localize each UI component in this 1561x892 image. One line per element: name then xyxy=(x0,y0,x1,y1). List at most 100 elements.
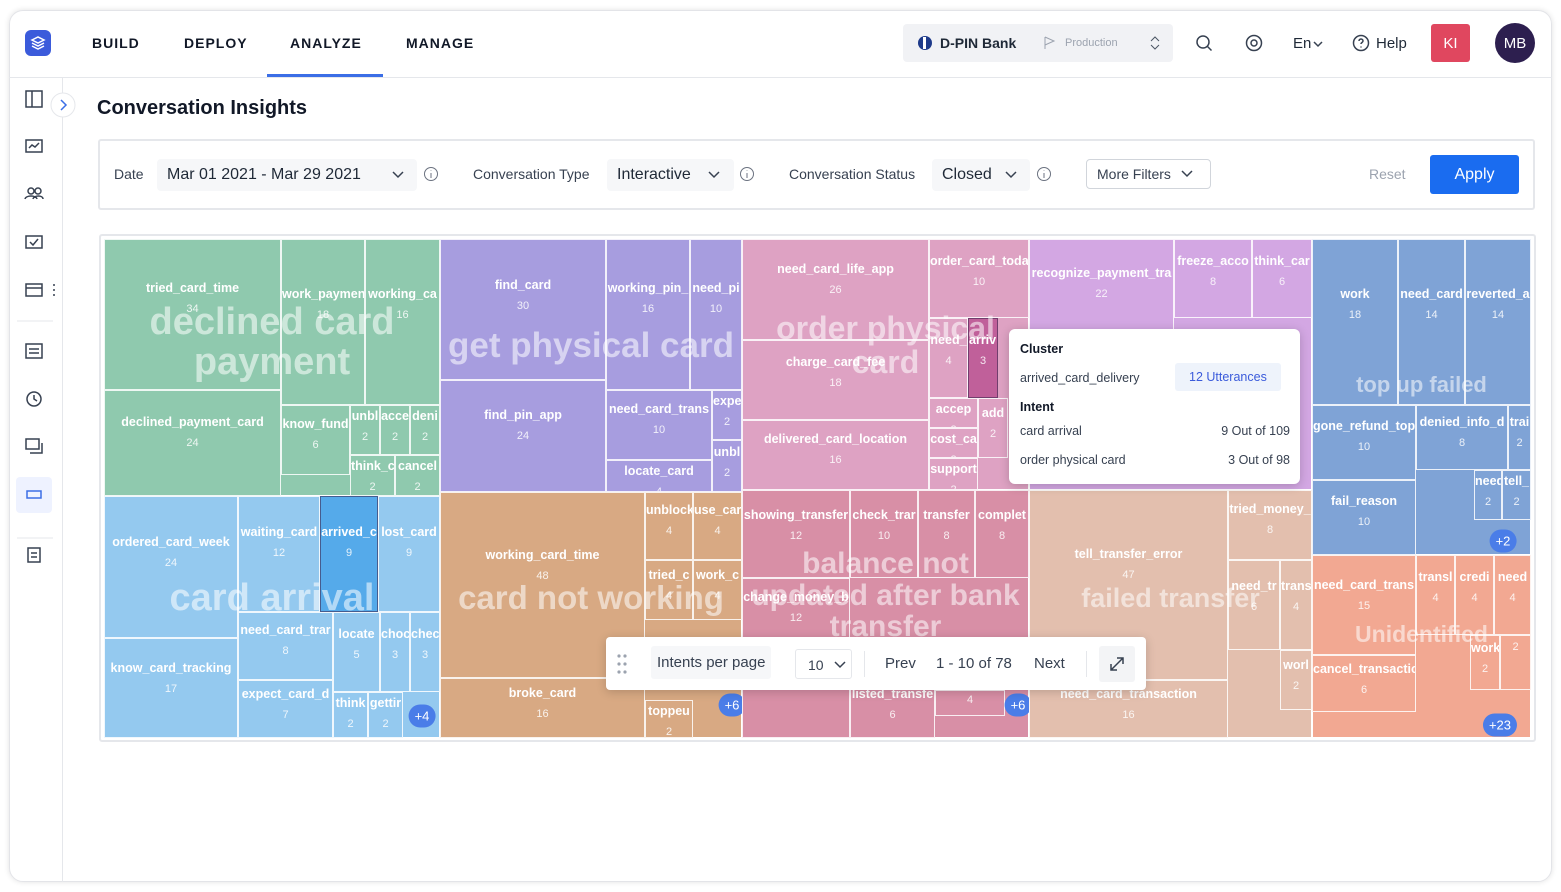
search-icon[interactable] xyxy=(1195,34,1213,52)
apply-button[interactable]: Apply xyxy=(1430,155,1519,194)
help-icon[interactable] xyxy=(1352,34,1370,52)
intent-cell[interactable]: gettir 2 xyxy=(368,692,403,738)
intent-cell[interactable]: transl 4 xyxy=(1416,555,1455,635)
intent-cell[interactable]: freeze_acco 8 xyxy=(1174,239,1252,318)
prev-button[interactable]: Prev xyxy=(885,655,916,672)
intent-cell[interactable]: work 2 xyxy=(1470,635,1500,690)
reset-button[interactable]: Reset xyxy=(1369,166,1406,182)
intent-cell[interactable]: gone_refund_top 10 xyxy=(1312,405,1416,480)
intent-cell[interactable]: know_card_tracking 17 xyxy=(104,638,238,738)
intent-cell[interactable]: work 18 xyxy=(1312,239,1398,405)
intent-cell[interactable]: charge_card_fee 18 xyxy=(742,340,929,420)
intent-cell[interactable]: showing_transfer 12 xyxy=(742,490,850,578)
intent-cell[interactable]: complet 8 xyxy=(975,490,1029,578)
utterances[interactable]: 12 Utterances xyxy=(1175,363,1281,391)
logo[interactable] xyxy=(25,30,51,56)
intent-cell[interactable]: 2 xyxy=(1500,635,1531,690)
intent-cell[interactable]: use_car 4 xyxy=(693,492,742,560)
intent-cell[interactable]: need_card_trans 10 xyxy=(606,390,712,460)
intent-cell[interactable]: denied_info_d 8 xyxy=(1416,405,1508,470)
intent-cell[interactable]: need_card_trans 15 xyxy=(1312,555,1416,655)
intent-cell[interactable]: tell_ 2 xyxy=(1502,470,1531,520)
nav-item[interactable]: ANALYZE xyxy=(290,35,362,51)
intent-cell[interactable]: expect_card_d 7 xyxy=(238,680,333,738)
intent-cell[interactable]: broke_card 16 xyxy=(440,678,645,738)
language[interactable]: En xyxy=(1293,35,1312,52)
intent-cell[interactable]: arrivi 3 xyxy=(968,318,998,398)
intent-cell[interactable]: waiting_card 12 xyxy=(238,496,320,612)
avatar[interactable]: MB xyxy=(1495,23,1535,63)
intent-cell[interactable]: work_paymen 18 xyxy=(281,239,365,405)
intent-cell[interactable]: fail_reason 10 xyxy=(1312,480,1416,555)
intent-cell[interactable]: add 2 xyxy=(978,398,1008,458)
date-select[interactable]: Mar 01 2021 - Mar 29 2021 xyxy=(157,159,417,191)
nav-item[interactable]: DEPLOY xyxy=(184,35,248,51)
intent-cell[interactable]: locate_card 4 xyxy=(606,460,712,492)
intent-cell[interactable]: expe 2 xyxy=(712,390,742,440)
intent-cell[interactable]: chec 3 xyxy=(410,612,440,692)
intent-cell[interactable]: need 2 xyxy=(1474,470,1502,520)
intent-cell[interactable]: think_car 6 xyxy=(1252,239,1312,318)
more-badge[interactable]: +4 xyxy=(408,704,436,728)
intent-cell[interactable]: deni 2 xyxy=(410,405,440,455)
intent-cell[interactable]: find_card 30 xyxy=(440,239,606,380)
intent-cell[interactable]: choc 3 xyxy=(380,612,410,692)
nav-item[interactable]: MANAGE xyxy=(406,35,475,51)
intent-cell[interactable]: need_card_trar 8 xyxy=(238,612,333,680)
intent-cell[interactable]: unblock 4 xyxy=(645,492,693,560)
intent-cell[interactable]: credi 4 xyxy=(1455,555,1494,635)
intent-cell[interactable]: need_ 4 xyxy=(929,318,968,398)
intent-cell[interactable]: work_c 4 xyxy=(693,560,742,620)
intent-cell[interactable]: check_trar 10 xyxy=(850,490,918,578)
settings-icon[interactable] xyxy=(1245,34,1263,52)
more-badge[interactable]: +6 xyxy=(1004,693,1032,717)
help[interactable]: Help xyxy=(1376,35,1407,52)
drag-handle[interactable] xyxy=(616,653,628,675)
intent-cell[interactable]: worl 2 xyxy=(1280,650,1312,710)
intent-cell[interactable]: tried_c 4 xyxy=(645,560,693,620)
intent-cell[interactable]: 4 xyxy=(935,690,1005,716)
more-badge[interactable]: +6 xyxy=(718,693,746,717)
intent-cell[interactable]: cost_ca 2 xyxy=(929,428,978,458)
intent-cell[interactable]: think 2 xyxy=(333,692,368,738)
intent-cell[interactable]: find_pin_app 24 xyxy=(440,380,606,492)
intent-cell[interactable]: working_ca 16 xyxy=(365,239,440,405)
intent-cell[interactable]: need_card 14 xyxy=(1398,239,1465,405)
intent-cell[interactable]: trans 4 xyxy=(1280,560,1312,650)
intent-cell[interactable]: order_card_toda 10 xyxy=(929,239,1029,318)
intent-cell[interactable]: acce 2 xyxy=(380,405,410,455)
intent-cell[interactable]: know_fund 6 xyxy=(281,405,350,475)
intent-cell[interactable]: ordered_card_week 24 xyxy=(104,496,238,638)
intent-cell[interactable]: unbl 2 xyxy=(350,405,380,455)
intent-cell[interactable]: tried_card_time 34 xyxy=(104,239,281,390)
intent-cell[interactable]: reverted_a 14 xyxy=(1465,239,1531,405)
intent-cell[interactable]: tried_money_ 8 xyxy=(1228,490,1312,560)
intent-cell[interactable]: declined_payment_card 24 xyxy=(104,390,281,496)
intent-cell[interactable]: working_pin_ 16 xyxy=(606,239,690,390)
avatar[interactable]: KI xyxy=(1431,24,1470,62)
expand-button[interactable] xyxy=(1099,646,1135,682)
intent-cell[interactable]: arrived_c 9 xyxy=(320,496,378,612)
intent-cell[interactable]: cancel_transactio 6 xyxy=(1312,655,1416,712)
more-filters[interactable]: More Filters xyxy=(1086,159,1211,189)
workspace-switcher[interactable]: D-PIN Bank Production xyxy=(903,24,1173,62)
intent-cell[interactable]: cancel 2 xyxy=(395,455,440,496)
intent-cell[interactable]: lost_card 9 xyxy=(378,496,440,612)
nav-item[interactable]: BUILD xyxy=(92,35,140,51)
per-page-select[interactable]: 10 xyxy=(795,649,852,679)
intent-cell[interactable]: need_tr 6 xyxy=(1228,560,1280,650)
intent-cell[interactable]: delivered_card_location 16 xyxy=(742,420,929,490)
intent-cell[interactable]: support 2 xyxy=(929,458,978,490)
intent-cell[interactable]: transfer 8 xyxy=(918,490,975,578)
intent-cell[interactable]: think_c 2 xyxy=(350,455,395,496)
intent-cell[interactable]: need 4 xyxy=(1494,555,1531,635)
more-badge[interactable]: +23 xyxy=(1482,713,1518,737)
more-badge[interactable]: +2 xyxy=(1489,529,1517,553)
intent-cell[interactable]: locate 5 xyxy=(333,612,380,692)
intent-cell[interactable]: toppeu 2 xyxy=(645,700,693,738)
intent-cell[interactable]: need_card_life_app 26 xyxy=(742,239,929,340)
sidebar-toggle[interactable] xyxy=(49,91,77,119)
intent-cell[interactable]: accep 2 xyxy=(929,398,978,428)
next-button[interactable]: Next xyxy=(1034,655,1065,672)
intent-cell[interactable]: trai 2 xyxy=(1508,405,1531,470)
